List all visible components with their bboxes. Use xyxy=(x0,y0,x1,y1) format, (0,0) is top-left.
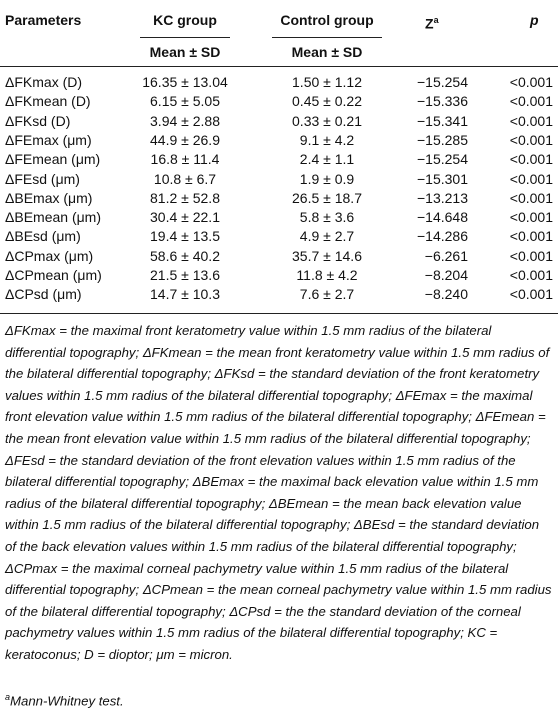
table-cell: 10.8 ± 6.7 xyxy=(153,170,217,187)
table-cell: 0.45 ± 0.22 xyxy=(292,93,362,110)
table-cell: ΔCPsd (μm) xyxy=(5,286,82,303)
table-cell: −15.285 xyxy=(417,131,468,148)
header-cell: KC group xyxy=(153,12,217,28)
table-cell: ΔFEmax (μm) xyxy=(5,131,92,148)
table-cell: <0.001 xyxy=(509,131,553,148)
rule xyxy=(0,66,558,67)
table-cell: ΔFEmean (μm) xyxy=(5,151,101,168)
table-cell: 0.33 ± 0.21 xyxy=(292,112,362,129)
table-cell: <0.001 xyxy=(509,93,553,110)
table-cell: <0.001 xyxy=(509,189,553,206)
table-cell: −15.254 xyxy=(417,151,468,168)
header-cell: Mean ± SD xyxy=(291,44,363,60)
table-cell: ΔCPmax (μm) xyxy=(5,247,94,264)
rule xyxy=(0,313,558,314)
table-cell: <0.001 xyxy=(509,286,553,303)
header-cell: Control group xyxy=(280,12,374,28)
table-cell: 30.4 ± 22.1 xyxy=(150,209,220,226)
table-cell: −8.204 xyxy=(424,267,468,283)
table-cell: 9.1 ± 4.2 xyxy=(299,131,355,148)
table-cell: 58.6 ± 40.2 xyxy=(150,247,220,264)
table-cell: 35.7 ± 14.6 xyxy=(292,247,362,264)
header-cell: p xyxy=(530,12,539,28)
table-cell: 5.8 ± 3.6 xyxy=(299,209,355,226)
table-cell: −8.240 xyxy=(424,286,468,303)
header-cell: Parameters xyxy=(5,12,82,28)
table-cell: <0.001 xyxy=(509,267,553,283)
table-cell: −14.286 xyxy=(417,228,468,245)
table-cell: −6.261 xyxy=(424,247,468,264)
table-cell: <0.001 xyxy=(509,170,553,187)
table-cell: <0.001 xyxy=(509,209,553,226)
table-cell: 4.9 ± 2.7 xyxy=(299,228,355,245)
table-cell: 16.8 ± 11.4 xyxy=(150,151,220,168)
table-cell: 6.15 ± 5.05 xyxy=(150,93,220,110)
superscript: a xyxy=(5,692,11,702)
table-cell: <0.001 xyxy=(509,112,553,129)
table-cell: ΔBEmax (μm) xyxy=(5,189,93,206)
rule xyxy=(272,37,382,38)
rule xyxy=(140,37,230,38)
table-cell: 7.6 ± 2.7 xyxy=(299,286,355,303)
table-cell: 11.8 ± 4.2 xyxy=(296,267,358,283)
table-cell: 26.5 ± 18.7 xyxy=(292,189,362,206)
table-cell: −13.213 xyxy=(417,189,468,206)
table-cell: −15.254 xyxy=(417,74,468,90)
table-cell: <0.001 xyxy=(509,247,553,264)
table-cell: −14.648 xyxy=(417,209,468,226)
table-cell: −15.301 xyxy=(417,170,468,187)
table-cell: 81.2 ± 52.8 xyxy=(150,189,220,206)
table-cell: 21.5 ± 13.6 xyxy=(150,267,220,283)
table-cell: <0.001 xyxy=(509,74,553,90)
table-cell: 1.9 ± 0.9 xyxy=(299,170,355,187)
table-cell: ΔFKmax (D) xyxy=(5,74,83,90)
table-cell: ΔCPmean (μm) xyxy=(5,267,102,283)
footnote-note: aMann-Whitney test. xyxy=(5,687,553,712)
table-cell: 1.50 ± 1.12 xyxy=(292,74,362,90)
table-cell: 44.9 ± 26.9 xyxy=(150,131,220,148)
header-cell: Mean ± SD xyxy=(149,44,221,60)
table-cell: <0.001 xyxy=(509,228,553,245)
z-label: Z xyxy=(425,15,434,32)
table-cell: 14.7 ± 10.3 xyxy=(150,286,220,303)
table-cell: 2.4 ± 1.1 xyxy=(299,151,355,168)
note: Mann-Whitney test. xyxy=(10,693,124,709)
table-cell: −15.341 xyxy=(417,112,468,129)
table-cell: ΔBEmean (μm) xyxy=(5,209,101,226)
header-cell: Za xyxy=(425,11,439,33)
table-cell: 19.4 ± 13.5 xyxy=(150,228,220,245)
table-cell: ΔFKmean (D) xyxy=(5,93,91,110)
table-cell: 16.35 ± 13.04 xyxy=(142,74,228,90)
table-cell: <0.001 xyxy=(509,151,553,168)
footnote: ΔFKmax = the maximal front keratometry v… xyxy=(5,323,552,662)
table-cell: −15.336 xyxy=(417,93,468,110)
table-cell: ΔFKsd (D) xyxy=(5,112,71,129)
table-cell: ΔBEsd (μm) xyxy=(5,228,81,245)
superscript: a xyxy=(433,15,439,25)
table-cell: 3.94 ± 2.88 xyxy=(150,112,220,129)
table-cell: ΔFEsd (μm) xyxy=(5,170,80,187)
